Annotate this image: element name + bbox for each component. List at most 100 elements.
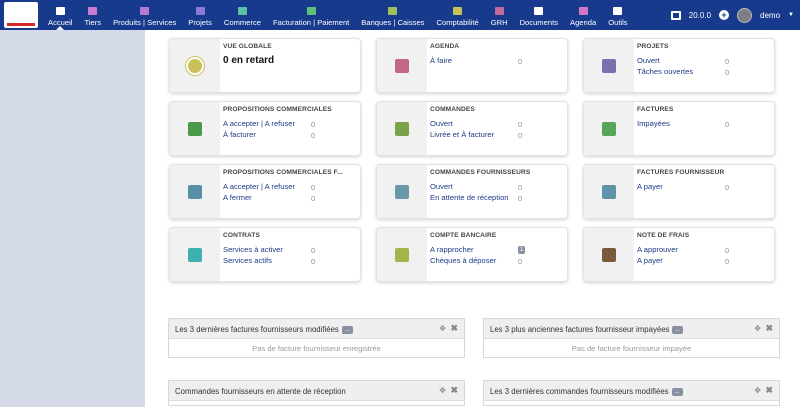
dashboard-card: COMMANDES Ouvert 0 Livrée et À facturer 0 <box>376 101 568 156</box>
hr-icon <box>494 7 504 15</box>
card-link[interactable]: A payer <box>637 256 663 265</box>
move-icon[interactable]: ✥ <box>439 324 446 333</box>
company-logo[interactable] <box>4 2 38 28</box>
card-count: 0 <box>725 68 730 77</box>
card-count: 0 <box>518 257 523 266</box>
projects-icon <box>602 58 616 73</box>
card-icon-box <box>170 228 220 281</box>
card-link[interactable]: A accepter | A refuser <box>223 119 296 128</box>
dashboard-card: CONTRATS Services à activer 0 Services acti… <box>169 227 361 282</box>
menu-item-grh[interactable]: GRH <box>485 0 514 30</box>
card-link[interactable]: Tâches ouvertes <box>637 67 694 76</box>
calendar-icon <box>578 7 588 15</box>
menu-item-banques[interactable]: Banques | Caisses <box>355 0 430 30</box>
close-icon[interactable]: ✖ <box>450 323 458 333</box>
card-link[interactable]: Impayées <box>637 119 670 128</box>
card-title: COMPTE BANCAIRE <box>430 232 497 239</box>
card-count: 0 <box>311 131 316 140</box>
move-icon[interactable]: ✥ <box>439 386 446 395</box>
dashboard-card: FACTURES Impayées 0 <box>583 101 775 156</box>
close-icon[interactable]: ✖ <box>765 385 773 395</box>
accounting-icon <box>453 7 463 15</box>
bank-icon <box>388 7 398 15</box>
move-icon[interactable]: ✥ <box>754 324 761 333</box>
dashboard-card: COMMANDES FOURNISSEURS Ouvert 0 En attente … <box>376 164 568 219</box>
card-link[interactable]: A accepter | A refuser <box>223 182 296 191</box>
card-icon-box <box>170 39 220 92</box>
chevron-down-icon[interactable]: ▼ <box>788 12 794 18</box>
card-count: 0 <box>311 246 316 255</box>
more-button[interactable]: ... <box>341 325 353 334</box>
dashboard-widget: Les 3 dernières factures fournisseurs mo… <box>168 318 465 358</box>
card-link[interactable]: Chèques à déposer <box>430 256 497 265</box>
card-count: 0 <box>311 257 316 266</box>
more-button[interactable]: ... <box>672 325 684 334</box>
dashboard-main: VUE GLOBALE 0 en retard AGENDA À faire 0 PROJ… <box>145 30 800 407</box>
more-button[interactable]: ... <box>671 387 683 396</box>
widget-header[interactable]: Commandes fournisseurs en attente de réc… <box>169 381 464 401</box>
card-link[interactable]: Ouvert <box>430 119 453 128</box>
proposal-icon <box>188 121 202 136</box>
menu-item-facturation[interactable]: Facturation | Paiement <box>267 0 355 30</box>
card-count: 0 <box>311 194 316 203</box>
dashboard-card: FACTURES FOURNISSEUR A payer 0 <box>583 164 775 219</box>
card-count: 0 <box>311 120 316 129</box>
dashboard-widget: Les 3 dernières commandes fournisseurs m… <box>483 380 780 406</box>
card-link[interactable]: Livrée et À facturer <box>430 130 495 139</box>
close-icon[interactable]: ✖ <box>765 323 773 333</box>
card-link[interactable]: Ouvert <box>430 182 453 191</box>
card-icon-box <box>584 165 634 218</box>
card-link[interactable]: A approuver <box>637 245 678 254</box>
supplier-proposal-icon <box>188 184 202 199</box>
widget-empty-message: Pas de facture fournisseur enregistrée <box>252 344 381 353</box>
order-icon <box>395 121 409 136</box>
building-icon <box>88 7 98 15</box>
card-title: COMMANDES <box>430 106 475 113</box>
menu-item-agenda[interactable]: Agenda <box>564 0 602 30</box>
card-link[interactable]: À facturer <box>223 130 256 139</box>
printer-icon[interactable] <box>670 10 681 20</box>
widget-header[interactable]: Les 3 dernières factures fournisseurs mo… <box>169 319 464 339</box>
card-big-value: 0 en retard <box>223 55 275 66</box>
card-count: 0 <box>518 131 523 140</box>
close-icon[interactable]: ✖ <box>450 385 458 395</box>
commerce-icon <box>237 7 247 15</box>
menu-item-commerce[interactable]: Commerce <box>218 0 267 30</box>
user-avatar[interactable] <box>737 7 753 23</box>
card-count: 0 <box>725 257 730 266</box>
home-icon <box>55 7 65 15</box>
box-icon <box>140 7 150 15</box>
user-name[interactable]: demo <box>760 10 781 20</box>
card-link[interactable]: En attente de réception <box>430 193 509 202</box>
dashboard-card: VUE GLOBALE 0 en retard <box>169 38 361 93</box>
card-count: 0 <box>725 183 730 192</box>
card-count: 0 <box>518 194 523 203</box>
menu-item-tiers[interactable]: Tiers <box>78 0 107 30</box>
card-link[interactable]: A payer <box>637 182 663 191</box>
card-link[interactable]: A fermer <box>223 193 252 202</box>
card-count: 0 <box>518 57 523 66</box>
menu-item-outils[interactable]: Outils <box>602 0 633 30</box>
widget-title: Les 3 plus anciennes factures fournisseu… <box>490 325 684 334</box>
menu-item-produits[interactable]: Produits | Services <box>107 0 182 30</box>
card-icon-box <box>584 39 634 92</box>
card-link[interactable]: A rapprocher <box>430 245 474 254</box>
menu-item-projets[interactable]: Projets <box>182 0 218 30</box>
menu-item-accueil[interactable]: Accueil <box>42 0 78 30</box>
card-icon-box <box>377 102 427 155</box>
card-link[interactable]: Services à activer <box>223 245 283 254</box>
invoice-icon <box>306 7 316 15</box>
menu-item-comptabilite[interactable]: Comptabilité <box>430 0 484 30</box>
card-count-badge: 1 <box>518 246 526 254</box>
card-link[interactable]: À faire <box>430 56 452 65</box>
widget-header[interactable]: Les 3 plus anciennes factures fournisseu… <box>484 319 779 339</box>
menu-item-documents[interactable]: Documents <box>514 0 564 30</box>
card-title: AGENDA <box>430 43 460 50</box>
card-link[interactable]: Services actifs <box>223 256 272 265</box>
move-icon[interactable]: ✥ <box>754 386 761 395</box>
widget-header[interactable]: Les 3 dernières commandes fournisseurs m… <box>484 381 779 401</box>
card-title: PROPOSITIONS COMMERCIALES <box>223 106 332 113</box>
card-link[interactable]: Ouvert <box>637 56 660 65</box>
quick-add-icon[interactable]: + <box>719 10 730 20</box>
dashboard-card: NOTE DE FRAIS A approuver 0 A payer 0 <box>583 227 775 282</box>
